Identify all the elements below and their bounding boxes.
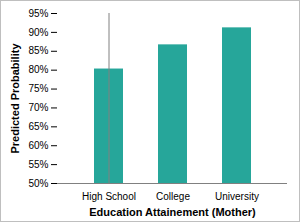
svg-text:65%: 65% (28, 121, 48, 132)
svg-text:60%: 60% (28, 140, 48, 151)
svg-text:Education Attainement (Mother): Education Attainement (Mother) (89, 206, 256, 218)
svg-text:50%: 50% (28, 178, 48, 189)
svg-text:90%: 90% (28, 27, 48, 38)
svg-text:85%: 85% (28, 45, 48, 56)
svg-text:High School: High School (82, 191, 136, 202)
svg-text:75%: 75% (28, 83, 48, 94)
svg-text:Predicted Probability: Predicted Probability (9, 43, 21, 154)
svg-text:55%: 55% (28, 159, 48, 170)
svg-text:80%: 80% (28, 64, 48, 75)
svg-text:University: University (215, 191, 259, 202)
svg-text:70%: 70% (28, 102, 48, 113)
svg-text:95%: 95% (28, 8, 48, 19)
svg-text:College: College (156, 191, 190, 202)
